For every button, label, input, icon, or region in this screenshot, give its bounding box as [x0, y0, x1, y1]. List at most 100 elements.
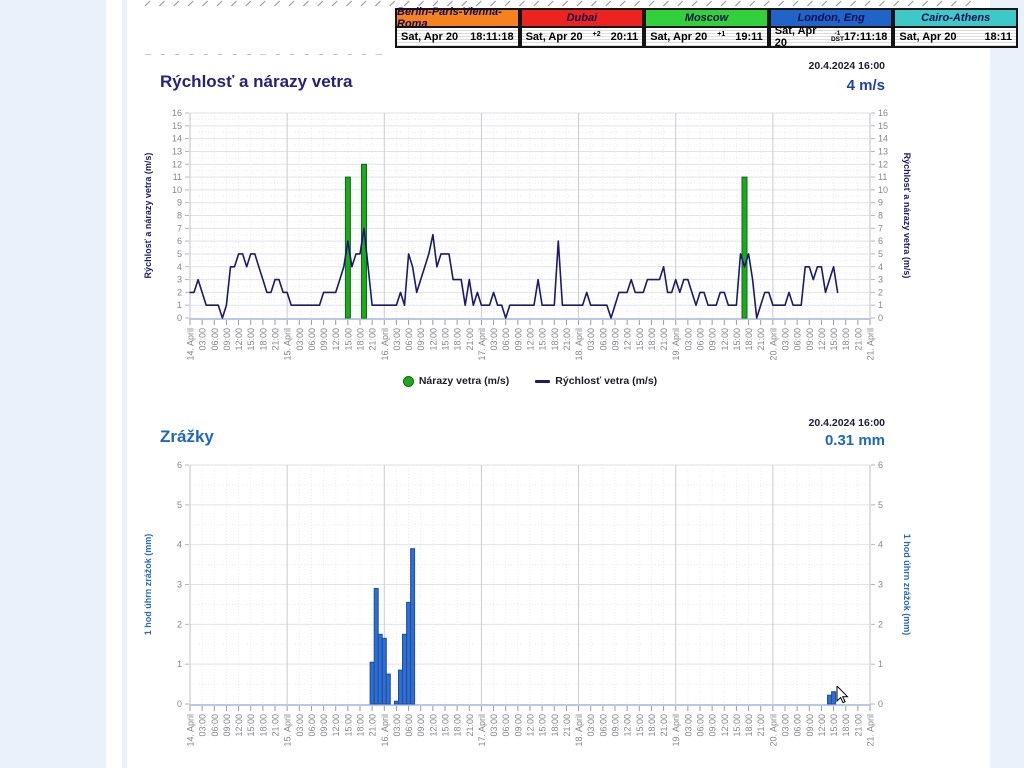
x-tick-label: 15:00 — [538, 328, 548, 351]
top-axis-tick — [187, 0, 194, 7]
clock-time: 19:11 — [735, 31, 763, 43]
top-axis-label: 15:00 — [331, 54, 341, 55]
x-tick-label: 09:00 — [319, 328, 329, 351]
top-axis-label: 09:00 — [302, 54, 312, 55]
x-tick-label: 12:00 — [720, 328, 730, 351]
precip-bar — [406, 601, 412, 705]
x-tick-label: 21:00 — [853, 714, 863, 737]
y-tick-label: 1 — [177, 300, 182, 310]
x-tick-label: 09:00 — [708, 328, 718, 351]
y-tick-label: 0 — [878, 699, 883, 709]
legend-gusts-label: Nárazy vetra (m/s) — [418, 375, 510, 387]
x-tick-label: 16. April — [380, 714, 390, 747]
y-tick-label: 3 — [177, 275, 182, 285]
x-tick-label: 03:00 — [683, 714, 693, 737]
wind-chart-timestamp: 20.4.2024 16:00 — [808, 60, 885, 72]
top-axis-label: 12:00 — [201, 54, 211, 55]
x-tick-label: 17. April — [477, 714, 487, 747]
clock-datetime-row: Sat, Apr 20 +2 20:11 — [521, 28, 643, 46]
x-tick-label: 18:00 — [356, 328, 366, 351]
x-tick-label: 21. April — [866, 714, 876, 747]
x-tick-label: 18:00 — [550, 328, 560, 351]
y-axis-title-right: 1 hod úhrn zrážok (mm) — [902, 534, 912, 636]
x-tick-label: 06:00 — [793, 714, 803, 737]
top-axis-label: 18:00 — [345, 54, 355, 55]
top-axis-tick — [490, 0, 497, 7]
clock-utc-offset: +1 — [717, 30, 726, 38]
x-tick-label: 09:00 — [416, 328, 426, 351]
x-tick-label: 12:00 — [234, 328, 244, 351]
x-tick-label: 18:00 — [647, 328, 657, 351]
top-axis-tick — [317, 0, 324, 7]
y-tick-label: 12 — [172, 159, 182, 169]
y-tick-label: 5 — [177, 249, 182, 259]
x-tick-label: 03:00 — [198, 328, 208, 351]
wind-speed-line — [189, 227, 839, 319]
x-tick-label: 15:00 — [635, 328, 645, 351]
precip-current-value: 0.31 mm — [824, 432, 885, 449]
x-tick-label: 17. April — [477, 328, 487, 361]
top-axis-tick — [360, 0, 367, 7]
top-axis-tick — [288, 0, 295, 7]
x-tick-label: 20. April — [768, 328, 778, 361]
y-tick-label: 9 — [177, 198, 182, 208]
top-axis-tick — [749, 0, 756, 7]
y-tick-label: 9 — [878, 198, 883, 208]
x-tick-label: 12:00 — [817, 328, 827, 351]
x-tick-label: 09:00 — [416, 714, 426, 737]
top-axis-tick — [706, 0, 713, 7]
clock-datetime-row: Sat, Apr 20 18:11 — [895, 28, 1016, 46]
top-axis-label: 06:00 — [172, 54, 182, 55]
top-axis-label: 12:00 — [316, 54, 326, 55]
y-tick-label: 10 — [878, 185, 888, 195]
top-axis-tick — [446, 0, 453, 7]
clock-date: Sat, Apr 20 — [774, 25, 817, 49]
x-tick-label: 15:00 — [343, 328, 353, 351]
top-axis-tick — [878, 0, 885, 7]
top-axis-tick — [274, 0, 281, 7]
x-tick-label: 09:00 — [611, 328, 621, 351]
y-tick-label: 10 — [172, 185, 182, 195]
y-tick-label: 7 — [177, 223, 182, 233]
x-tick-label: 03:00 — [781, 714, 791, 737]
top-axis-label: 14. April — [144, 54, 154, 55]
precip-bar — [373, 588, 379, 705]
y-tick-label: 0 — [878, 313, 883, 323]
x-tick-label: 18:00 — [841, 328, 851, 351]
x-tick-label: 15:00 — [441, 328, 451, 351]
x-tick-label: 15:00 — [635, 714, 645, 737]
top-axis-tick — [230, 0, 237, 7]
x-tick-label: 20. April — [768, 714, 778, 747]
x-tick-label: 12:00 — [526, 714, 536, 737]
top-axis-tick — [475, 0, 482, 7]
clock-panel-1: Berlin-Paris-Vienna-Roma Sat, Apr 20 18:11… — [395, 6, 520, 48]
precip-bar — [393, 700, 399, 705]
y-tick-label: 0 — [177, 313, 182, 323]
top-axis-tick — [245, 0, 252, 7]
y-tick-label: 16 — [878, 108, 888, 118]
x-tick-label: 18:00 — [453, 328, 463, 351]
y-tick-label: 6 — [177, 236, 182, 246]
x-tick-label: 03:00 — [392, 328, 402, 351]
precip-chart-plot[interactable]: 0 01 12 23 34 45 56 614. April 03:00 06:00 09:00 12… — [127, 420, 990, 768]
clock-panel-4: London, Eng Sat, Apr 20 -1 DST 17:11:18 — [768, 8, 894, 49]
x-tick-label: 06:00 — [793, 328, 803, 351]
top-axis-tick — [144, 0, 151, 7]
x-tick-label: 03:00 — [489, 714, 499, 737]
x-tick-label: 21:00 — [368, 328, 378, 351]
precip-bar — [377, 633, 383, 705]
y-axis-title-left: 1 hod úhrn zrážok (mm) — [143, 534, 153, 636]
y-tick-label: 1 — [878, 300, 883, 310]
y-tick-label: 11 — [878, 172, 887, 182]
top-axis-tick — [418, 0, 425, 7]
y-tick-label: 1 — [878, 659, 883, 669]
y-tick-label: 6 — [878, 236, 883, 246]
top-axis-tick — [346, 0, 353, 7]
x-tick-label: 18:00 — [356, 714, 366, 737]
x-tick-label: 18:00 — [258, 714, 268, 737]
x-tick-label: 09:00 — [222, 328, 232, 351]
x-tick-label: 18. April — [574, 328, 584, 361]
clock-date: Sat, Apr 20 — [525, 31, 583, 43]
content-area: 14. April03:0006:0009:0012:0015:0018:002… — [127, 0, 990, 768]
